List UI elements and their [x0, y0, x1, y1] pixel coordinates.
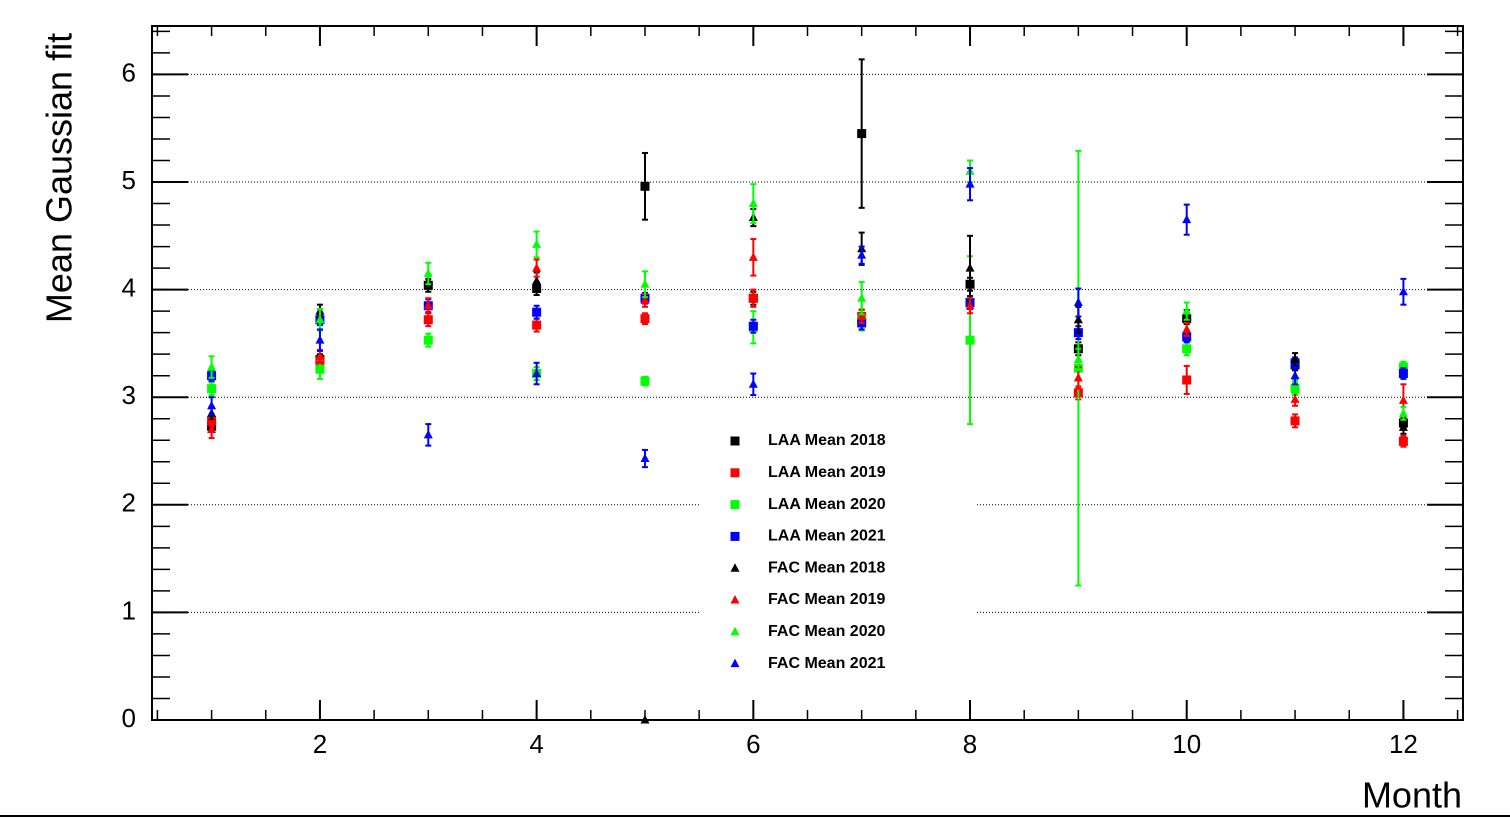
square-marker: [1290, 416, 1300, 426]
triangle-marker: [315, 314, 325, 324]
square-marker: [640, 181, 650, 191]
triangle-marker: [1182, 324, 1192, 333]
triangle-marker: [1398, 286, 1408, 296]
triangle-marker: [207, 362, 217, 371]
triangle-marker: [532, 239, 542, 248]
plot-frame: [151, 25, 1464, 721]
legend-box: [700, 425, 976, 683]
legend-label: FAC Mean 2020: [768, 623, 885, 640]
triangle-marker: [857, 250, 867, 259]
triangle-marker: [1290, 354, 1300, 364]
triangle-marker: [1073, 314, 1083, 324]
square-marker: [748, 293, 758, 303]
x-tick-label: 2: [313, 729, 327, 759]
square-marker: [1182, 332, 1192, 342]
legend-marker: [730, 436, 740, 446]
triangle-marker: [315, 335, 325, 344]
legend-label: LAA Mean 2018: [768, 432, 886, 449]
legend-marker: [730, 468, 740, 478]
y-tick-label: 5: [122, 165, 136, 195]
y-tick-label: 2: [122, 488, 136, 518]
legend-label: LAA Mean 2021: [768, 528, 886, 545]
triangle-marker: [1398, 395, 1408, 404]
triangle-marker: [423, 268, 433, 277]
square-marker: [857, 129, 867, 139]
triangle-marker: [532, 276, 542, 285]
square-marker: [1398, 436, 1408, 446]
legend-marker: [730, 531, 740, 541]
x-axis-label: Month: [1362, 775, 1462, 816]
legend-marker: [730, 595, 740, 604]
triangle-marker: [965, 263, 975, 272]
square-marker: [640, 314, 650, 324]
legend-marker: [730, 626, 740, 636]
triangle-marker: [748, 198, 758, 208]
square-marker: [532, 320, 542, 330]
y-tick-label: 4: [122, 272, 136, 302]
triangle-marker: [423, 429, 433, 439]
x-tick-label: 12: [1389, 729, 1418, 759]
square-marker: [315, 364, 325, 374]
square-marker: [1398, 369, 1408, 379]
square-marker: [1398, 362, 1408, 372]
triangle-marker: [207, 400, 217, 410]
triangle-marker: [1073, 297, 1083, 307]
triangle-marker: [207, 424, 217, 433]
triangle-marker: [857, 293, 867, 302]
square-marker: [423, 315, 433, 325]
triangle-marker: [423, 300, 433, 310]
legend-marker: [730, 500, 740, 510]
x-tick-label: 10: [1172, 729, 1201, 759]
square-marker: [423, 335, 433, 345]
triangle-marker: [640, 295, 650, 304]
triangle-marker: [1398, 422, 1408, 431]
legend-label: FAC Mean 2021: [768, 655, 885, 672]
x-tick-label: 8: [963, 729, 977, 759]
square-marker: [532, 307, 542, 317]
triangle-marker: [1182, 306, 1192, 315]
square-marker: [1182, 375, 1192, 385]
triangle-marker: [532, 368, 542, 378]
square-marker: [640, 376, 650, 386]
triangle-marker: [640, 715, 650, 724]
triangle-marker: [1073, 372, 1083, 382]
y-axis-label: Mean Gaussian fit: [39, 33, 80, 323]
triangle-marker: [857, 311, 867, 321]
legend-marker: [730, 658, 740, 668]
x-tick-label: 4: [529, 729, 543, 759]
triangle-marker: [640, 453, 650, 463]
triangle-marker: [965, 179, 975, 188]
triangle-marker: [748, 379, 758, 388]
legend-label: LAA Mean 2019: [768, 464, 886, 481]
triangle-marker: [1398, 408, 1408, 417]
y-tick-label: 1: [122, 595, 136, 625]
triangle-marker: [1182, 214, 1192, 224]
square-marker: [207, 384, 217, 394]
triangle-marker: [532, 263, 542, 272]
x-tick-label: 6: [746, 729, 760, 759]
triangle-marker: [315, 351, 325, 360]
triangle-marker: [1290, 381, 1300, 390]
legend-label: FAC Mean 2018: [768, 559, 885, 576]
y-tick-label: 6: [122, 57, 136, 87]
square-marker: [965, 335, 975, 345]
legend-label: LAA Mean 2020: [768, 496, 886, 513]
legend-label: FAC Mean 2019: [768, 591, 885, 608]
triangle-marker: [1290, 394, 1300, 403]
y-tick-label: 3: [122, 380, 136, 410]
triangle-marker: [1073, 354, 1083, 364]
triangle-marker: [965, 300, 975, 310]
legend-marker: [730, 563, 740, 572]
triangle-marker: [1290, 370, 1300, 380]
triangle-marker: [640, 279, 650, 288]
square-marker: [748, 321, 758, 331]
y-tick-label: 0: [122, 703, 136, 733]
square-marker: [1182, 344, 1192, 354]
triangle-marker: [748, 252, 758, 261]
